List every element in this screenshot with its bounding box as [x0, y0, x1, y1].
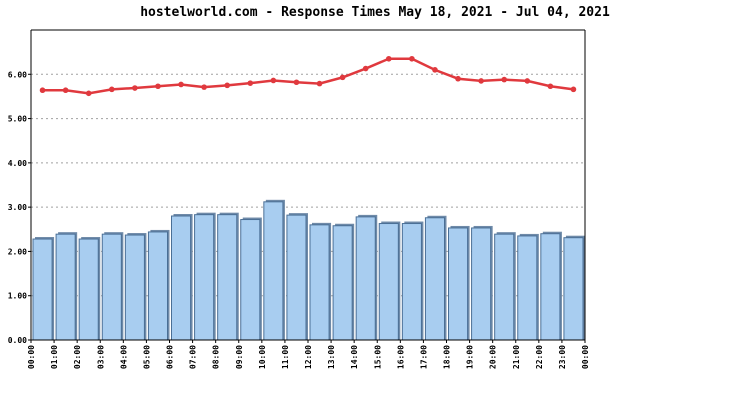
bar: [263, 201, 284, 341]
y-tick-label: 6.00: [8, 70, 27, 79]
line-point: [385, 55, 392, 62]
bar-series: [32, 199, 585, 341]
x-tick-label: 14:00: [350, 345, 359, 369]
x-tick-label: 04:00: [119, 345, 128, 369]
bar: [517, 235, 538, 341]
line-point: [224, 82, 231, 89]
bar: [217, 214, 238, 341]
bar: [355, 216, 376, 341]
line-point: [178, 81, 184, 88]
bar: [424, 217, 445, 341]
x-tick-label: 19:00: [466, 345, 475, 369]
x-tick-label: 07:00: [189, 345, 198, 369]
line-point: [478, 78, 484, 84]
x-tick-label: 08:00: [212, 345, 221, 369]
bar: [378, 223, 399, 341]
bar: [494, 233, 515, 341]
x-tick-label: 10:00: [258, 345, 267, 369]
chart-title: hostelworld.com - Response Times May 18,…: [140, 5, 610, 20]
y-tick-label: 1.00: [8, 292, 27, 301]
bar: [171, 215, 192, 341]
line-point: [547, 83, 554, 90]
bar: [78, 238, 99, 341]
line-point: [432, 67, 438, 73]
bar: [401, 223, 422, 341]
x-tick-label: 00:00: [581, 345, 590, 369]
x-tick-label: 15:00: [373, 345, 382, 369]
line-point: [247, 80, 254, 86]
bar: [147, 231, 169, 341]
line-point: [39, 87, 46, 94]
line-point: [132, 85, 138, 91]
x-tick-label: 16:00: [396, 345, 405, 369]
x-tick-label: 09:00: [235, 345, 244, 369]
bar: [55, 233, 76, 341]
x-tick-label: 23:00: [558, 345, 567, 369]
x-tick-label: 22:00: [535, 345, 544, 369]
x-tick-label: 01:00: [50, 345, 59, 369]
line-point: [339, 74, 346, 81]
bar: [240, 219, 261, 341]
x-tick-label: 11:00: [281, 345, 290, 369]
x-tick-label: 02:00: [73, 345, 82, 369]
x-tick-label: 06:00: [166, 345, 175, 369]
x-tick-label: 13:00: [327, 345, 336, 369]
y-tick-label: 5.00: [8, 115, 27, 124]
bar: [563, 237, 584, 341]
x-tick-label: 20:00: [489, 345, 498, 369]
bar: [540, 233, 561, 341]
bar: [309, 224, 330, 341]
bar: [332, 225, 353, 341]
line-point: [362, 65, 369, 72]
line-point: [501, 76, 508, 83]
line-point: [570, 86, 577, 93]
y-axis-ticks: 0.00 1.00 2.00 3.00 4.00 5.00 6.00: [8, 70, 31, 345]
line-point: [316, 80, 323, 87]
bar: [124, 234, 145, 341]
bar: [471, 227, 492, 341]
bar: [101, 233, 122, 341]
line-point: [270, 77, 277, 84]
x-axis-ticks: 00:00 01:00 02:00 03:00 04:00 05:00 06:00 07:00…: [27, 340, 590, 369]
bar: [194, 214, 215, 341]
y-tick-label: 3.00: [8, 203, 27, 212]
x-tick-label: 12:00: [304, 345, 313, 369]
x-tick-label: 00:00: [27, 345, 36, 369]
bar: [286, 214, 307, 341]
y-tick-label: 0.00: [8, 336, 27, 345]
line-point: [293, 79, 300, 86]
x-tick-label: 05:00: [142, 345, 151, 369]
line-point: [409, 55, 415, 62]
line-point: [62, 87, 69, 94]
y-tick-label: 4.00: [8, 159, 27, 168]
y-tick-label: 2.00: [8, 247, 27, 256]
bar: [32, 238, 53, 341]
line-point: [85, 90, 92, 97]
line-series: [39, 55, 577, 97]
line-point: [201, 84, 207, 90]
line-point: [455, 75, 461, 82]
x-tick-label: 03:00: [96, 345, 105, 369]
line-path: [42, 57, 574, 95]
x-tick-label: 17:00: [419, 345, 428, 369]
line-point: [108, 86, 115, 93]
x-tick-label: 21:00: [512, 345, 521, 369]
bar: [448, 227, 469, 341]
line-point: [155, 83, 161, 90]
line-point: [524, 78, 531, 84]
x-tick-label: 18:00: [443, 345, 452, 369]
